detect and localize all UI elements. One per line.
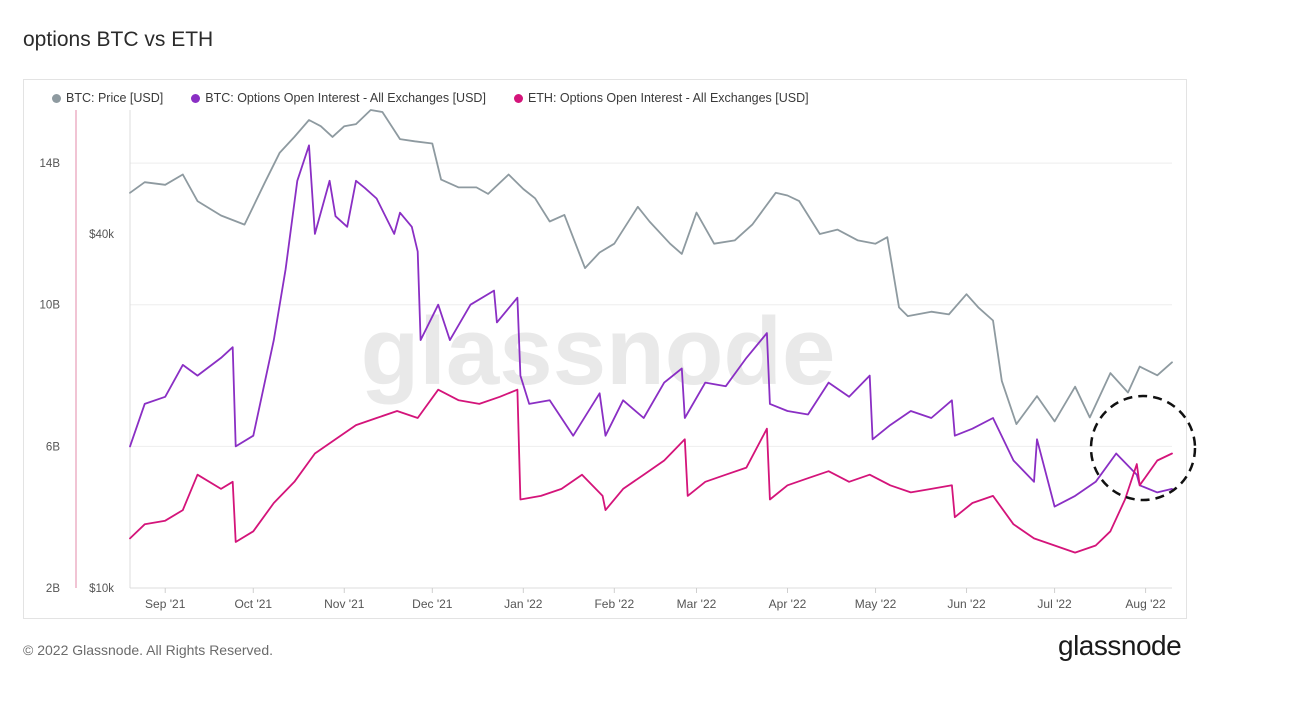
chart-legend: BTC: Price [USD] BTC: Options Open Inter… — [52, 89, 837, 107]
x-axis-tick-label: Jun '22 — [947, 597, 986, 611]
left-axis-tick-label: 6B — [46, 441, 60, 453]
legend-label-btc-price: BTC: Price [USD] — [66, 91, 164, 105]
x-axis-tick-label: Aug '22 — [1125, 597, 1166, 611]
x-axis-tick-label: Oct '21 — [234, 597, 272, 611]
brand-logo[interactable]: glassnode — [1058, 630, 1182, 661]
legend-label-btc-oi: BTC: Options Open Interest - All Exchang… — [205, 91, 486, 105]
series-line-btc-oi — [129, 144, 1173, 508]
x-axis-tick-label: Dec '21 — [412, 597, 453, 611]
series-line-btc-price — [129, 109, 1173, 425]
x-axis-tick-label: Feb '22 — [594, 597, 634, 611]
left-axis-tick-label: 14B — [40, 158, 61, 170]
x-axis-tick-label: Jan '22 — [504, 597, 543, 611]
chart-frame — [23, 79, 1187, 619]
x-axis-tick-label: Mar '22 — [677, 597, 717, 611]
copyright-footer: © 2022 Glassnode. All Rights Reserved. — [23, 642, 274, 658]
legend-dot-btc-oi — [191, 93, 201, 103]
watermark: glassnode — [361, 298, 836, 405]
left-axis-tick-label: 2B — [46, 583, 60, 595]
x-axis-tick-label: Sep '21 — [145, 597, 186, 611]
annotation-circle — [1089, 394, 1197, 502]
page-title: options BTC vs ETH — [23, 28, 214, 51]
legend-item-btc-oi[interactable]: BTC: Options Open Interest - All Exchang… — [191, 91, 486, 105]
legend-item-btc-price[interactable]: BTC: Price [USD] — [52, 91, 163, 105]
x-axis-tick-label: May '22 — [855, 597, 897, 611]
legend-item-eth-oi[interactable]: ETH: Options Open Interest - All Exchang… — [513, 91, 809, 105]
price-axis-tick-label: $10k — [89, 583, 114, 595]
x-axis-tick-label: Apr '22 — [769, 597, 807, 611]
series-line-eth-oi — [129, 388, 1173, 554]
legend-dot-eth-oi — [513, 93, 523, 103]
left-axis-tick-label: 10B — [40, 300, 61, 312]
legend-dot-btc-price — [52, 93, 61, 103]
price-axis-tick-label: $40k — [89, 229, 114, 241]
x-axis-tick-label: Jul '22 — [1037, 597, 1072, 611]
legend-label-eth-oi: ETH: Options Open Interest - All Exchang… — [527, 91, 809, 105]
x-axis-tick-label: Nov '21 — [324, 597, 365, 611]
